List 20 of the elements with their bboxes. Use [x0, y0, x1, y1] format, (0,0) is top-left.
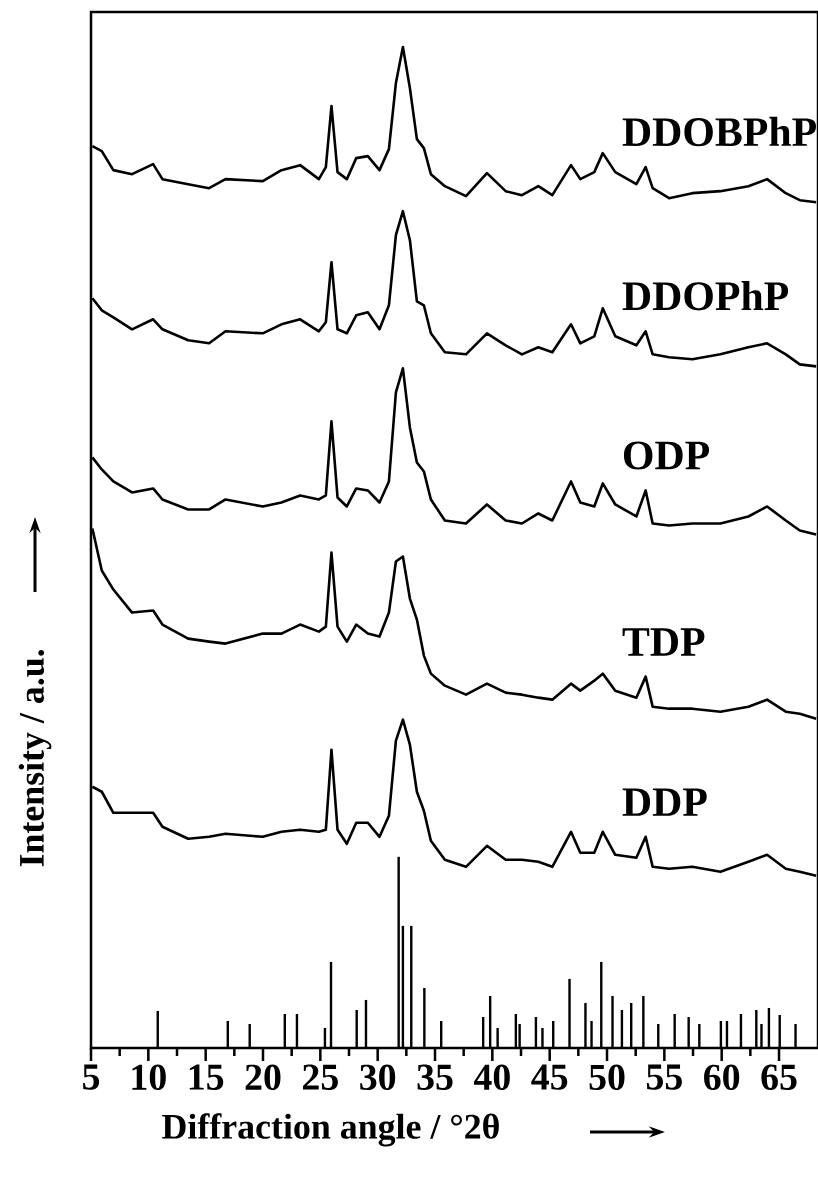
- x-tick-label: 25: [303, 1064, 338, 1090]
- x-tick-label: 65: [761, 1064, 797, 1090]
- x-tick-label: 15: [189, 1064, 224, 1090]
- x-axis-title: Diffraction angle / °2θ: [162, 1113, 499, 1147]
- x-tick-label: 20: [245, 1064, 281, 1091]
- series-label: DDOPhP: [622, 280, 789, 311]
- x-tick-label: 55: [646, 1064, 682, 1090]
- x-tick-label: 30: [360, 1064, 396, 1091]
- series-label: DDP: [622, 788, 707, 816]
- x-tick-label: 40: [473, 1064, 510, 1091]
- series-label: DDOBPhP: [622, 116, 817, 147]
- x-tick-label: 35: [417, 1064, 453, 1090]
- x-tick-label: 50: [589, 1064, 625, 1091]
- series-label: TDP: [622, 628, 705, 656]
- series-label: ODP: [623, 441, 710, 470]
- x-tick-label: 10: [132, 1064, 166, 1091]
- x-tick-label: 60: [704, 1064, 740, 1091]
- y-axis-title: Intensity / a.u.: [18, 649, 52, 867]
- x-tick-label: 5: [83, 1064, 100, 1090]
- x-tick-label: 45: [531, 1064, 568, 1090]
